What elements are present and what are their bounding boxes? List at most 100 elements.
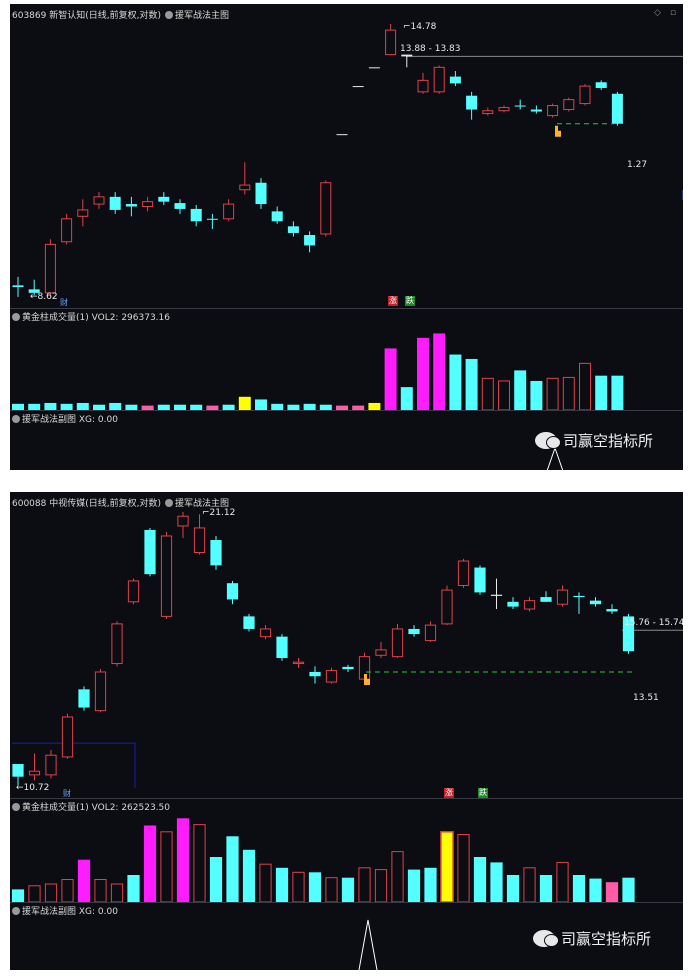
volume-bar: [407, 869, 421, 902]
up-tag: 涨: [388, 296, 398, 306]
volume-bar: [125, 404, 138, 410]
volume-bar: [539, 875, 553, 902]
candle-body: [424, 624, 437, 642]
volume-bar: [174, 404, 186, 410]
candle-body: [368, 67, 380, 69]
candle-body: [287, 226, 299, 233]
chart-title: 603869 新智认知(日线,前复权,对数) 援军战法主图: [12, 8, 229, 21]
volume-toggle-icon[interactable]: [12, 313, 20, 321]
candle-body: [556, 589, 569, 605]
candle-body: [563, 99, 575, 111]
volume-bar: [336, 405, 348, 410]
chart-canvas-2[interactable]: [10, 492, 683, 970]
candle-body: [177, 515, 189, 527]
pane-divider[interactable]: [10, 798, 683, 799]
pane-divider[interactable]: [10, 902, 683, 903]
volume-bar: [481, 377, 494, 411]
finance-marker[interactable]: 财: [60, 298, 68, 307]
volume-bar: [473, 857, 487, 902]
indicator-name: 援军战法主图: [174, 11, 229, 21]
chart-title: 600088 中视传媒(日线,前复权,对数) 援军战法主图: [12, 496, 229, 509]
candle-body: [622, 616, 635, 652]
candle-body: [325, 670, 338, 683]
candle-body: [158, 196, 170, 202]
candle-body: [12, 285, 24, 288]
pane-divider[interactable]: [10, 308, 683, 309]
stock-title: 603869 新智认知(日线,前复权,对数): [12, 11, 161, 21]
indicator-toggle-icon[interactable]: [164, 11, 173, 19]
finance-marker[interactable]: 财: [63, 789, 71, 798]
candle-body: [61, 218, 73, 243]
volume-bar: [374, 869, 388, 903]
volume-bar: [589, 878, 602, 902]
volume-bar: [605, 882, 619, 902]
volume-bar: [391, 851, 404, 903]
volume-bar: [319, 404, 332, 410]
volume-bar: [384, 348, 397, 410]
volume-bar: [109, 402, 122, 410]
chart-panel-2[interactable]: 600088 中视传媒(日线,前复权,对数) 援军战法主图 ⌐21.12 15.7…: [10, 492, 683, 970]
candle-body: [449, 76, 461, 84]
volume-toggle-icon[interactable]: [12, 803, 20, 811]
candle-body: [457, 560, 470, 586]
candle-body: [417, 79, 429, 93]
volume-bar: [28, 403, 41, 410]
candle-body: [309, 671, 321, 677]
signal-marker: [358, 919, 378, 970]
volume-bar: [287, 404, 300, 410]
volume-bar: [11, 889, 25, 902]
volume-bar: [94, 879, 107, 903]
candle-body: [514, 105, 526, 107]
candle-body: [94, 671, 107, 712]
candle-body: [77, 209, 89, 217]
volume-bar: [622, 877, 635, 902]
sub-toggle-icon[interactable]: [12, 907, 20, 915]
candle-body: [466, 95, 478, 110]
volume-bar: [44, 402, 57, 410]
volume-bar: [514, 370, 527, 410]
candle-body: [239, 184, 251, 191]
price-range-label: 15.76 - 15.74: [624, 618, 683, 628]
volume-bar: [157, 404, 170, 410]
volume-bar: [190, 404, 203, 410]
stock-title: 600088 中视传媒(日线,前复权,对数): [12, 499, 161, 509]
indicator-name: 援军战法主图: [174, 499, 229, 509]
volume-bar: [76, 402, 89, 410]
volume-bar: [226, 836, 239, 902]
volume-bar: [193, 824, 206, 903]
volume-bar: [110, 883, 124, 903]
candle-body: [243, 616, 255, 629]
pane-divider[interactable]: [10, 410, 683, 411]
candle-body: [547, 105, 559, 117]
diamond-icon[interactable]: ◇: [654, 8, 661, 18]
volume-bar: [368, 402, 381, 410]
volume-bar: [44, 883, 58, 903]
pointer-hand-icon: [555, 125, 561, 137]
volume-bar: [255, 399, 267, 410]
box-outline: [12, 742, 136, 788]
pointer-hand-icon: [364, 673, 370, 685]
candle-body: [336, 134, 348, 136]
indicator-toggle-icon[interactable]: [164, 499, 173, 507]
volume-bar: [77, 859, 91, 902]
candle-body: [12, 764, 24, 777]
watermark: 司赢空指标所: [533, 928, 651, 949]
volume-bar: [259, 863, 272, 903]
sub-toggle-icon[interactable]: [12, 415, 20, 423]
chart-panel-1[interactable]: 603869 新智认知(日线,前复权,对数) 援军战法主图 ◇ ▫ ⌐14.78 …: [10, 4, 683, 470]
volume-bar: [303, 403, 316, 410]
volume-bar: [160, 831, 173, 903]
candle-body: [174, 203, 186, 209]
candle-body: [142, 201, 154, 207]
candle-body: [375, 649, 387, 656]
candle-body: [190, 208, 202, 222]
square-icon[interactable]: ▫: [670, 8, 677, 18]
candle-body: [391, 628, 404, 658]
chart-canvas-1[interactable]: [10, 4, 683, 470]
volume-bar: [341, 877, 355, 902]
low-price-label: ←10.72: [16, 783, 50, 793]
candle-body: [611, 93, 623, 124]
volume-bar-outline: [440, 831, 454, 903]
low-price-label: ←8.62: [30, 292, 58, 302]
candle-body: [276, 636, 288, 659]
